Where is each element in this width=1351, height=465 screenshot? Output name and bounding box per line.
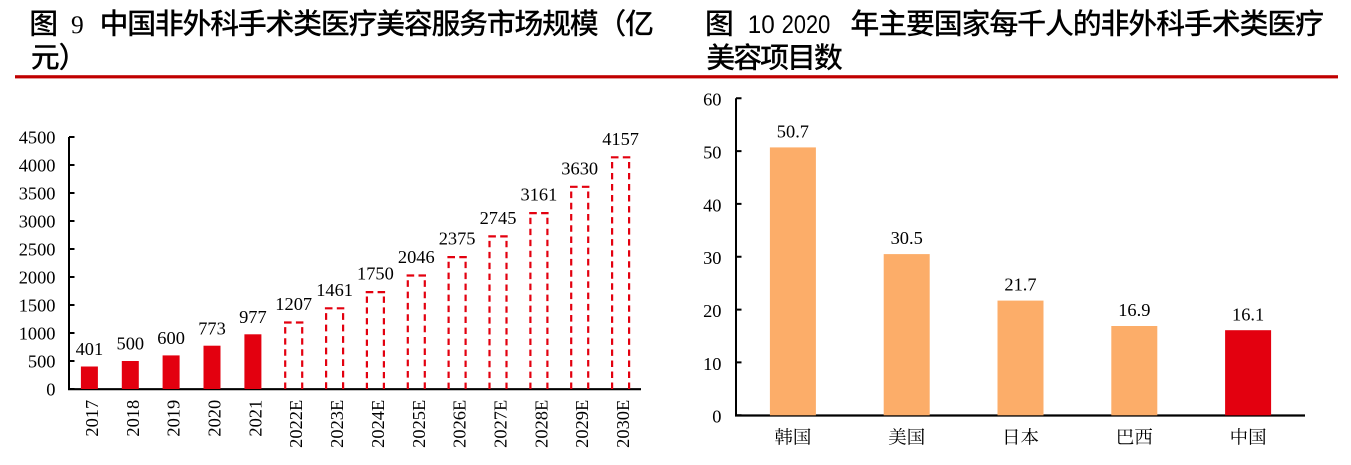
svg-text:1207: 1207 xyxy=(275,294,312,314)
svg-text:3500: 3500 xyxy=(19,184,56,204)
svg-text:977: 977 xyxy=(239,307,267,327)
svg-text:2026E: 2026E xyxy=(450,400,470,448)
svg-text:2022E: 2022E xyxy=(286,400,306,448)
svg-text:2745: 2745 xyxy=(480,208,517,228)
svg-text:773: 773 xyxy=(198,318,226,338)
svg-text:30: 30 xyxy=(703,248,721,268)
svg-text:2000: 2000 xyxy=(19,268,56,288)
svg-text:30.5: 30.5 xyxy=(891,228,923,248)
svg-text:2028E: 2028E xyxy=(531,400,551,448)
svg-text:40: 40 xyxy=(703,195,721,215)
svg-text:1500: 1500 xyxy=(19,296,56,316)
svg-text:2025E: 2025E xyxy=(409,400,429,448)
svg-text:3161: 3161 xyxy=(521,185,558,205)
svg-text:2021: 2021 xyxy=(245,400,265,437)
svg-text:20: 20 xyxy=(703,301,721,321)
svg-text:2027E: 2027E xyxy=(491,400,511,448)
svg-text:2029E: 2029E xyxy=(572,400,592,448)
svg-text:2500: 2500 xyxy=(19,240,56,260)
svg-text:21.7: 21.7 xyxy=(1004,275,1036,295)
svg-text:500: 500 xyxy=(28,352,56,372)
svg-text:50.7: 50.7 xyxy=(777,122,809,142)
svg-text:50: 50 xyxy=(703,143,721,163)
svg-text:2046: 2046 xyxy=(398,247,435,267)
svg-text:0: 0 xyxy=(712,407,721,427)
svg-text:4157: 4157 xyxy=(602,129,639,149)
svg-text:10: 10 xyxy=(703,354,721,374)
svg-text:4500: 4500 xyxy=(19,128,56,148)
svg-text:60: 60 xyxy=(703,90,721,110)
svg-text:500: 500 xyxy=(117,334,145,354)
svg-text:0: 0 xyxy=(46,380,55,400)
svg-text:2019: 2019 xyxy=(164,400,184,437)
svg-text:2017: 2017 xyxy=(82,400,102,437)
svg-text:2018: 2018 xyxy=(123,400,143,437)
svg-text:1750: 1750 xyxy=(357,264,394,284)
svg-text:3630: 3630 xyxy=(561,158,598,178)
svg-text:3000: 3000 xyxy=(19,212,56,232)
svg-text:2020: 2020 xyxy=(205,400,225,437)
svg-text:2023E: 2023E xyxy=(327,400,347,448)
svg-text:2030E: 2030E xyxy=(613,400,633,448)
svg-text:1461: 1461 xyxy=(316,280,353,300)
svg-text:401: 401 xyxy=(76,339,104,359)
svg-text:4000: 4000 xyxy=(19,156,56,176)
svg-text:2375: 2375 xyxy=(439,229,476,249)
svg-text:16.9: 16.9 xyxy=(1118,300,1150,320)
svg-text:16.1: 16.1 xyxy=(1232,304,1264,324)
svg-text:1000: 1000 xyxy=(19,324,56,344)
svg-text:2024E: 2024E xyxy=(368,400,388,448)
svg-text:600: 600 xyxy=(157,328,185,348)
